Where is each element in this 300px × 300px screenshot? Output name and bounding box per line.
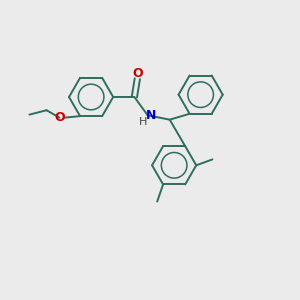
Text: H: H	[139, 117, 147, 127]
Text: O: O	[133, 67, 143, 80]
Text: N: N	[146, 109, 157, 122]
Text: O: O	[54, 111, 65, 124]
